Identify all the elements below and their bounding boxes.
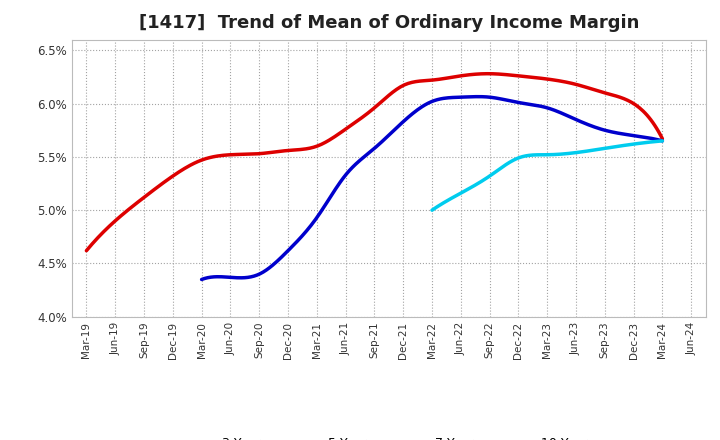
Title: [1417]  Trend of Mean of Ordinary Income Margin: [1417] Trend of Mean of Ordinary Income … (139, 15, 639, 33)
Legend: 3 Years, 5 Years, 7 Years, 10 Years: 3 Years, 5 Years, 7 Years, 10 Years (179, 432, 599, 440)
